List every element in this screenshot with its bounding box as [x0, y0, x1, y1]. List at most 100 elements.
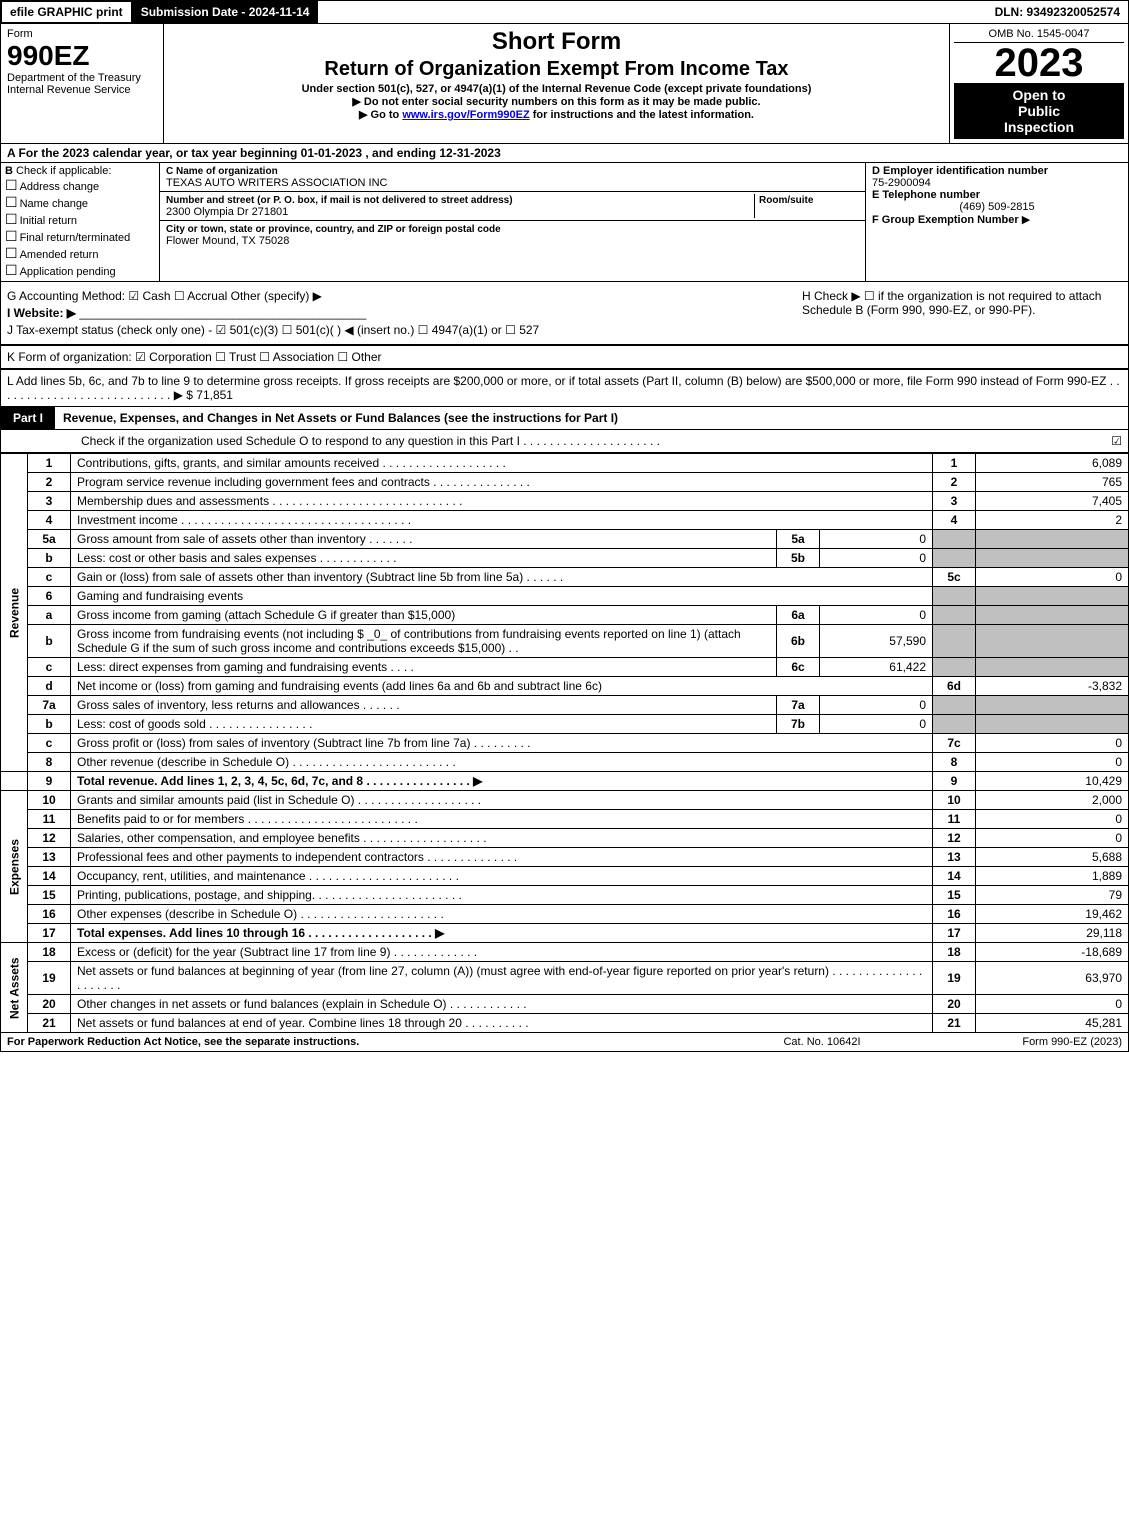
- l14-amt: 1,889: [976, 867, 1129, 886]
- l6c-ln: [933, 658, 976, 677]
- l5c-ln: 5c: [933, 568, 976, 587]
- tax-year: 2023: [954, 43, 1124, 83]
- line-j: J Tax-exempt status (check only one) - ☑…: [7, 323, 792, 337]
- chk-initial[interactable]: ☐: [5, 211, 18, 227]
- l2-desc: Program service revenue including govern…: [71, 473, 933, 492]
- footer-right: Form 990-EZ (2023): [922, 1036, 1122, 1048]
- l7b-desc: Less: cost of goods sold . . . . . . . .…: [71, 715, 777, 734]
- line-l: L Add lines 5b, 6c, and 7b to line 9 to …: [7, 374, 1120, 402]
- l1-desc: Contributions, gifts, grants, and simila…: [71, 454, 933, 473]
- f-label: F Group Exemption Number: [872, 214, 1019, 226]
- city-val: Flower Mound, TX 75028: [166, 235, 289, 247]
- l4-ln: 4: [933, 511, 976, 530]
- l5b-sv: 0: [820, 549, 933, 568]
- l6b-amt: [976, 625, 1129, 658]
- l21-amt: 45,281: [976, 1014, 1129, 1033]
- l14-num: 14: [28, 867, 71, 886]
- l21-num: 21: [28, 1014, 71, 1033]
- box-b-title: B: [5, 165, 13, 177]
- side-expenses: Expenses: [1, 791, 28, 943]
- subtitle: Under section 501(c), 527, or 4947(a)(1)…: [172, 83, 941, 95]
- insp1: Open to: [958, 87, 1120, 103]
- l5a-ln: [933, 530, 976, 549]
- footer-left: For Paperwork Reduction Act Notice, see …: [7, 1036, 722, 1048]
- l16-ln: 16: [933, 905, 976, 924]
- ein-value: 75-2900094: [872, 177, 1122, 189]
- note2-pre: ▶ Go to: [359, 109, 402, 121]
- part1-label: Part I: [1, 407, 55, 429]
- header-right: OMB No. 1545-0047 2023 Open to Public In…: [950, 24, 1128, 143]
- l12-ln: 12: [933, 829, 976, 848]
- chk-pending[interactable]: ☐: [5, 262, 18, 278]
- l7b-sv: 0: [820, 715, 933, 734]
- chk-amended[interactable]: ☐: [5, 245, 18, 261]
- l11-num: 11: [28, 810, 71, 829]
- l9-ln: 9: [933, 772, 976, 791]
- line-h: H Check ▶ ☐ if the organization is not r…: [802, 289, 1122, 317]
- org-name: TEXAS AUTO WRITERS ASSOCIATION INC: [166, 177, 387, 189]
- submission-date-button[interactable]: Submission Date - 2024-11-14: [132, 1, 319, 23]
- form-number: 990EZ: [7, 40, 157, 72]
- l7a-desc: Gross sales of inventory, less returns a…: [71, 696, 777, 715]
- l6a-ln: [933, 606, 976, 625]
- l3-desc: Membership dues and assessments . . . . …: [71, 492, 933, 511]
- l9-amt: 10,429: [976, 772, 1129, 791]
- l6a-num: a: [28, 606, 71, 625]
- irs-link[interactable]: www.irs.gov/Form990EZ: [402, 109, 529, 121]
- l12-num: 12: [28, 829, 71, 848]
- section-a: A For the 2023 calendar year, or tax yea…: [0, 144, 1129, 163]
- l16-desc: Other expenses (describe in Schedule O) …: [71, 905, 933, 924]
- form-label: Form: [7, 28, 157, 40]
- dept-line-2: Internal Revenue Service: [7, 84, 157, 96]
- l20-ln: 20: [933, 995, 976, 1014]
- c-label: C Name of organization: [166, 166, 278, 177]
- l6c-desc: Less: direct expenses from gaming and fu…: [71, 658, 777, 677]
- l11-ln: 11: [933, 810, 976, 829]
- l3-ln: 3: [933, 492, 976, 511]
- line-g: G Accounting Method: ☑ Cash ☐ Accrual Ot…: [7, 289, 792, 303]
- l6a-sv: 0: [820, 606, 933, 625]
- l18-desc: Excess or (deficit) for the year (Subtra…: [71, 943, 933, 962]
- lines-table: Revenue 1 Contributions, gifts, grants, …: [0, 453, 1129, 1033]
- l19-num: 19: [28, 962, 71, 995]
- l15-amt: 79: [976, 886, 1129, 905]
- l7c-amt: 0: [976, 734, 1129, 753]
- line-k: K Form of organization: ☑ Corporation ☐ …: [7, 350, 382, 364]
- title-short-form: Short Form: [172, 28, 941, 56]
- l5c-num: c: [28, 568, 71, 587]
- efile-print-button[interactable]: efile GRAPHIC print: [1, 1, 132, 23]
- l16-amt: 19,462: [976, 905, 1129, 924]
- l13-ln: 13: [933, 848, 976, 867]
- l5c-amt: 0: [976, 568, 1129, 587]
- l7c-ln: 7c: [933, 734, 976, 753]
- l15-num: 15: [28, 886, 71, 905]
- l5b-num: b: [28, 549, 71, 568]
- lbl-final: Final return/terminated: [20, 232, 131, 244]
- chk-address[interactable]: ☐: [5, 177, 18, 193]
- l20-desc: Other changes in net assets or fund bala…: [71, 995, 933, 1014]
- l21-desc: Net assets or fund balances at end of ye…: [71, 1014, 933, 1033]
- l8-num: 8: [28, 753, 71, 772]
- side-netassets: Net Assets: [1, 943, 28, 1033]
- chk-name[interactable]: ☐: [5, 194, 18, 210]
- l7b-amt: [976, 715, 1129, 734]
- insp3: Inspection: [958, 119, 1120, 135]
- l2-amt: 765: [976, 473, 1129, 492]
- l6a-amt: [976, 606, 1129, 625]
- l18-num: 18: [28, 943, 71, 962]
- side-blank: [1, 772, 28, 791]
- chk-final[interactable]: ☐: [5, 228, 18, 244]
- l4-amt: 2: [976, 511, 1129, 530]
- l6-amt: [976, 587, 1129, 606]
- box-c: C Name of organization TEXAS AUTO WRITER…: [160, 163, 866, 281]
- l5a-num: 5a: [28, 530, 71, 549]
- room-label: Room/suite: [759, 195, 813, 206]
- l5a-desc: Gross amount from sale of assets other t…: [71, 530, 777, 549]
- part1-header: Part I Revenue, Expenses, and Changes in…: [0, 407, 1129, 430]
- l7c-desc: Gross profit or (loss) from sales of inv…: [71, 734, 933, 753]
- header-left: Form 990EZ Department of the Treasury In…: [1, 24, 164, 143]
- l6b-num: b: [28, 625, 71, 658]
- l17-num: 17: [28, 924, 71, 943]
- l10-num: 10: [28, 791, 71, 810]
- l11-desc: Benefits paid to or for members . . . . …: [71, 810, 933, 829]
